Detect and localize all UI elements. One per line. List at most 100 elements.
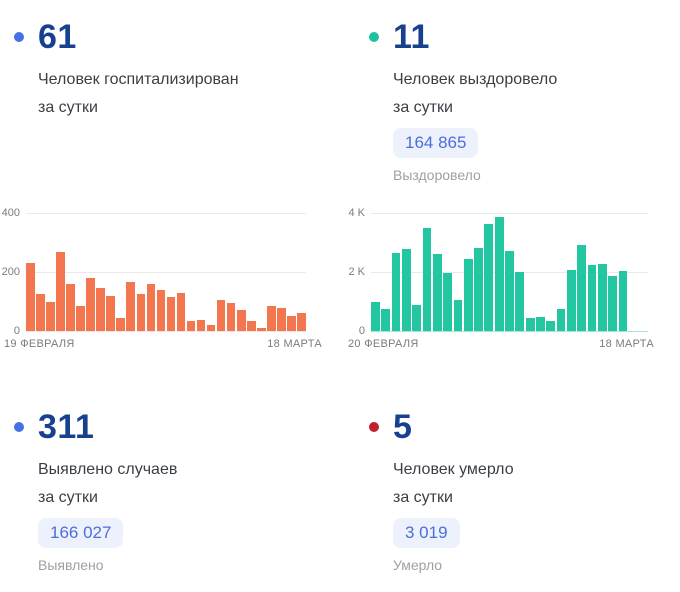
y-axis-tick-label: 200 bbox=[1, 266, 20, 278]
recovered-title: Человек выздоровело за сутки bbox=[393, 66, 680, 122]
y-axis-tick-label: 2 K bbox=[348, 266, 365, 278]
bar[interactable] bbox=[196, 319, 206, 331]
bar[interactable] bbox=[76, 305, 85, 331]
bar[interactable] bbox=[515, 271, 525, 331]
bar[interactable] bbox=[525, 318, 535, 331]
hospitalized-title-line-2: за сутки bbox=[38, 99, 98, 116]
hospitalized-daily-count: 61 bbox=[38, 18, 77, 56]
gridline bbox=[26, 272, 306, 273]
bar[interactable] bbox=[136, 294, 146, 331]
stat-card-detected: 311 Выявлено случаев за сутки 166 027 Вы… bbox=[14, 408, 334, 574]
x-axis-end-label: 18 МАРТА bbox=[599, 338, 654, 350]
bar[interactable] bbox=[287, 315, 296, 331]
bar[interactable] bbox=[577, 245, 587, 331]
bar[interactable] bbox=[156, 290, 166, 331]
bar[interactable] bbox=[186, 320, 196, 331]
gridline bbox=[371, 213, 648, 214]
y-axis-tick-label: 0 bbox=[358, 325, 365, 337]
bar[interactable] bbox=[36, 294, 45, 331]
died-daily-count: 5 bbox=[393, 408, 413, 446]
bar[interactable] bbox=[597, 263, 607, 331]
hospitalized-chart-plot-area[interactable]: 400 200 0 bbox=[2, 207, 306, 337]
bar[interactable] bbox=[146, 283, 156, 331]
bar[interactable] bbox=[226, 302, 236, 331]
bar[interactable] bbox=[56, 251, 65, 331]
stat-card-hospitalized: 61 Человек госпитализирован за сутки bbox=[14, 18, 334, 122]
bar[interactable] bbox=[66, 284, 75, 331]
bar[interactable] bbox=[277, 307, 286, 331]
hospitalized-chart-x-axis: 19 ФЕВРАЛЯ 18 МАРТА bbox=[4, 338, 322, 350]
bar[interactable] bbox=[391, 252, 401, 331]
bar[interactable] bbox=[432, 254, 442, 331]
bar[interactable] bbox=[463, 258, 473, 331]
bar[interactable] bbox=[453, 300, 463, 331]
bar[interactable] bbox=[422, 228, 432, 331]
bar[interactable] bbox=[608, 276, 617, 331]
bar[interactable] bbox=[46, 301, 55, 331]
bar[interactable] bbox=[166, 297, 176, 331]
recovered-daily-count: 11 bbox=[393, 18, 430, 56]
bar[interactable] bbox=[106, 296, 115, 331]
died-bullet-icon bbox=[369, 422, 379, 432]
stat-card-recovered: 11 Человек выздоровело за сутки 164 865 … bbox=[369, 18, 680, 184]
bar[interactable] bbox=[494, 217, 504, 331]
recovered-bullet-icon bbox=[369, 32, 379, 42]
bar[interactable] bbox=[116, 317, 125, 331]
died-total-badge: 3 019 bbox=[393, 518, 460, 548]
gridline bbox=[371, 331, 648, 332]
bar[interactable] bbox=[443, 273, 452, 331]
bar[interactable] bbox=[236, 310, 246, 331]
bar[interactable] bbox=[267, 305, 276, 331]
gridline bbox=[26, 331, 306, 332]
bar[interactable] bbox=[257, 328, 266, 331]
died-title-line-2: за сутки bbox=[393, 489, 453, 506]
bar[interactable] bbox=[126, 282, 136, 331]
detected-bullet-icon bbox=[14, 422, 24, 432]
hospitalized-title: Человек госпитализирован за сутки bbox=[38, 66, 334, 122]
gridline bbox=[26, 213, 306, 214]
recovered-chart-x-axis: 20 ФЕВРАЛЯ 18 МАРТА bbox=[348, 338, 654, 350]
bar[interactable] bbox=[474, 248, 483, 331]
bar[interactable] bbox=[401, 249, 411, 331]
died-title-line-1: Человек умерло bbox=[393, 461, 514, 478]
bar[interactable] bbox=[381, 308, 391, 331]
x-axis-start-label: 19 ФЕВРАЛЯ bbox=[4, 338, 75, 350]
detected-title-line-1: Выявлено случаев bbox=[38, 461, 178, 478]
recovered-title-line-1: Человек выздоровело bbox=[393, 71, 558, 88]
y-axis-tick-label: 400 bbox=[1, 207, 20, 219]
bar[interactable] bbox=[566, 270, 576, 331]
detected-total-badge: 166 027 bbox=[38, 518, 124, 548]
bar[interactable] bbox=[618, 271, 628, 331]
chart-hospitalized-daily: 400 200 0 19 ФЕВРАЛЯ 18 МАРТА bbox=[2, 205, 322, 355]
bar[interactable] bbox=[206, 325, 216, 331]
bar[interactable] bbox=[505, 250, 514, 331]
bar[interactable] bbox=[176, 293, 186, 331]
died-title: Человек умерло за сутки bbox=[393, 456, 680, 512]
hospitalized-title-line-1: Человек госпитализирован bbox=[38, 71, 239, 88]
bar[interactable] bbox=[26, 262, 35, 331]
bar[interactable] bbox=[536, 317, 545, 331]
bar[interactable] bbox=[96, 288, 105, 331]
bar-series bbox=[26, 213, 306, 331]
bar[interactable] bbox=[546, 321, 556, 331]
bar[interactable] bbox=[587, 265, 597, 331]
bar[interactable] bbox=[86, 277, 95, 331]
x-axis-start-label: 20 ФЕВРАЛЯ bbox=[348, 338, 419, 350]
bar[interactable] bbox=[556, 308, 566, 331]
hospitalized-bullet-icon bbox=[14, 32, 24, 42]
bar[interactable] bbox=[216, 300, 226, 331]
recovered-chart-plot-area[interactable]: 4 K 2 K 0 bbox=[348, 207, 648, 337]
bar[interactable] bbox=[247, 321, 256, 331]
bar[interactable] bbox=[412, 305, 422, 331]
died-total-label: Умерло bbox=[393, 557, 443, 573]
detected-title: Выявлено случаев за сутки bbox=[38, 456, 334, 512]
bar[interactable] bbox=[297, 312, 306, 331]
detected-title-line-2: за сутки bbox=[38, 489, 98, 506]
stat-card-died: 5 Человек умерло за сутки 3 019 Умерло bbox=[369, 408, 680, 574]
chart-recovered-daily: 4 K 2 K 0 20 ФЕВРАЛЯ 18 МАРТА bbox=[348, 205, 654, 355]
bar-series bbox=[371, 213, 648, 331]
bar[interactable] bbox=[371, 301, 380, 331]
y-axis-tick-label: 0 bbox=[13, 325, 20, 337]
recovered-total-badge: 164 865 bbox=[393, 128, 479, 158]
bar[interactable] bbox=[484, 224, 494, 331]
